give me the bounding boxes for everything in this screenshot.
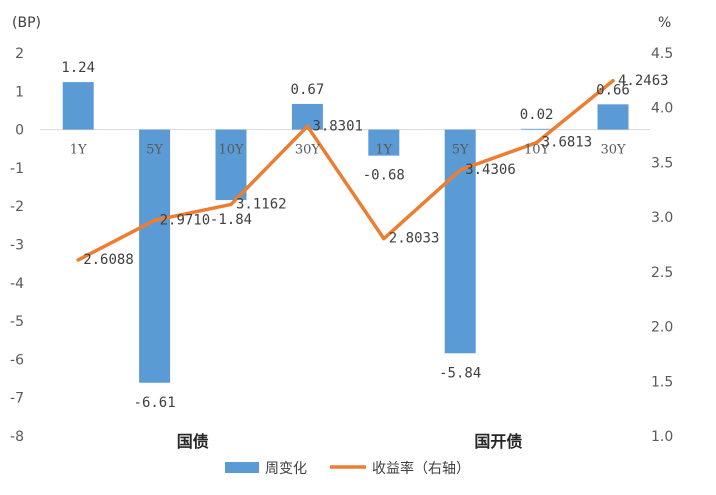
bar	[368, 129, 400, 156]
category-label: 1Y	[70, 143, 87, 158]
category-label: 5Y	[452, 143, 469, 158]
left-tick-label: 0	[15, 123, 24, 139]
yield-value-label: 4.2463	[618, 73, 669, 89]
left-tick-label: 2	[15, 46, 24, 62]
bar-value-label: 0.67	[291, 82, 325, 98]
right-tick-label: 2.0	[651, 320, 673, 336]
yield-point	[153, 218, 157, 222]
bar	[521, 128, 553, 130]
yield-point	[229, 202, 233, 207]
yield-value-label: 3.4306	[465, 162, 516, 178]
bar	[139, 129, 171, 383]
category-label: 30Y	[600, 143, 626, 158]
right-tick-label: 1.5	[651, 374, 673, 390]
right-tick-label: 1.0	[651, 429, 673, 445]
right-tick-label: 2.5	[651, 265, 673, 281]
bar	[597, 104, 629, 130]
category-label: 1Y	[375, 143, 392, 158]
right-tick-label: 3.5	[651, 155, 673, 171]
left-tick-label: -8	[10, 429, 24, 445]
yield-point	[382, 237, 386, 241]
legend-bar-label: 周变化	[265, 461, 307, 477]
bar-value-label: -0.68	[363, 168, 405, 184]
category-label: 10Y	[218, 143, 244, 158]
category-label: 5Y	[146, 143, 163, 158]
yield-value-label: 2.6088	[83, 252, 134, 268]
left-tick-label: -3	[10, 238, 24, 254]
left-tick-label: -4	[10, 276, 24, 292]
group-label: 国债	[177, 432, 209, 451]
right-axis-unit: %	[658, 15, 671, 31]
yield-point	[611, 79, 615, 83]
bar-value-label: -6.61	[134, 395, 176, 411]
bar-value-label: 0.02	[520, 107, 554, 123]
right-tick-label: 4.0	[651, 101, 673, 117]
left-tick-label: -6	[10, 352, 24, 368]
category-label: 30Y	[295, 143, 321, 158]
yield-point	[535, 140, 539, 145]
left-axis-unit: (BP)	[12, 15, 41, 31]
bar-value-label: -1.84	[210, 212, 252, 228]
yield-value-label: 2.8033	[389, 231, 440, 247]
right-tick-label: 4.5	[651, 46, 673, 62]
bar	[62, 82, 94, 130]
bar	[215, 129, 247, 201]
yield-point	[305, 124, 309, 128]
bar-value-label: 1.24	[61, 60, 95, 76]
yield-value-label: 3.8301	[312, 118, 363, 134]
yield-point	[76, 258, 80, 262]
left-tick-label: 1	[15, 84, 24, 100]
yield-value-label: 3.6813	[542, 135, 593, 151]
group-label: 国开债	[474, 432, 522, 451]
bar-value-label: -5.84	[439, 365, 481, 381]
yield-point	[458, 168, 462, 172]
left-tick-label: -1	[10, 161, 24, 177]
legend-line-label: 收益率（右轴）	[372, 460, 470, 477]
category-label: 10Y	[524, 143, 550, 158]
yield-value-label: 2.9710	[160, 212, 211, 228]
left-tick-label: -7	[10, 391, 24, 407]
left-tick-label: -5	[10, 314, 24, 330]
yield-line	[76, 79, 615, 262]
right-tick-label: 3.0	[651, 210, 673, 226]
yield-value-label: 3.1162	[236, 196, 287, 212]
bar-value-label: 0.66	[596, 82, 630, 98]
left-tick-label: -2	[10, 199, 24, 215]
legend-bar-swatch	[225, 462, 259, 473]
